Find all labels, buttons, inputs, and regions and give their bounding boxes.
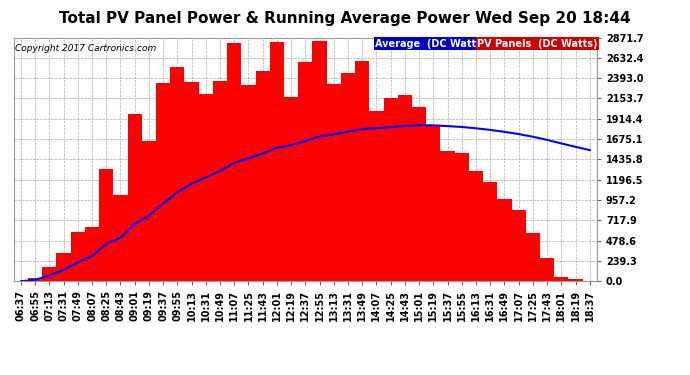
Bar bbox=[85, 226, 99, 281]
Bar bbox=[156, 83, 170, 281]
Bar bbox=[57, 253, 70, 281]
Bar bbox=[141, 141, 156, 281]
Bar bbox=[569, 279, 582, 281]
Text: PV Panels  (DC Watts): PV Panels (DC Watts) bbox=[477, 39, 598, 49]
Text: Copyright 2017 Cartronics.com: Copyright 2017 Cartronics.com bbox=[15, 44, 156, 52]
Bar bbox=[184, 82, 199, 281]
Bar bbox=[199, 94, 213, 281]
Bar bbox=[483, 182, 497, 281]
Text: Total PV Panel Power & Running Average Power Wed Sep 20 18:44: Total PV Panel Power & Running Average P… bbox=[59, 11, 631, 26]
Bar bbox=[455, 153, 469, 281]
Bar bbox=[42, 267, 57, 281]
Bar bbox=[469, 171, 483, 281]
Bar bbox=[540, 258, 554, 281]
Bar bbox=[412, 107, 426, 281]
Bar bbox=[270, 42, 284, 281]
Bar bbox=[70, 232, 85, 281]
Bar bbox=[355, 60, 369, 281]
Bar bbox=[526, 233, 540, 281]
Bar bbox=[426, 126, 440, 281]
Bar bbox=[511, 210, 526, 281]
Bar bbox=[241, 86, 255, 281]
Bar bbox=[554, 277, 569, 281]
Bar bbox=[113, 195, 128, 281]
Bar bbox=[369, 111, 384, 281]
Bar bbox=[313, 40, 326, 281]
Bar bbox=[170, 67, 184, 281]
Bar bbox=[497, 199, 511, 281]
Bar bbox=[298, 62, 313, 281]
Bar bbox=[99, 168, 113, 281]
Bar bbox=[440, 150, 455, 281]
Bar bbox=[128, 114, 141, 281]
Bar bbox=[341, 73, 355, 281]
Bar bbox=[227, 43, 242, 281]
Bar bbox=[397, 95, 412, 281]
Text: Average  (DC Watts): Average (DC Watts) bbox=[375, 39, 486, 49]
Bar bbox=[284, 97, 298, 281]
Bar bbox=[384, 98, 397, 281]
Bar bbox=[28, 278, 42, 281]
Bar bbox=[326, 84, 341, 281]
Bar bbox=[213, 81, 227, 281]
Bar bbox=[255, 71, 270, 281]
